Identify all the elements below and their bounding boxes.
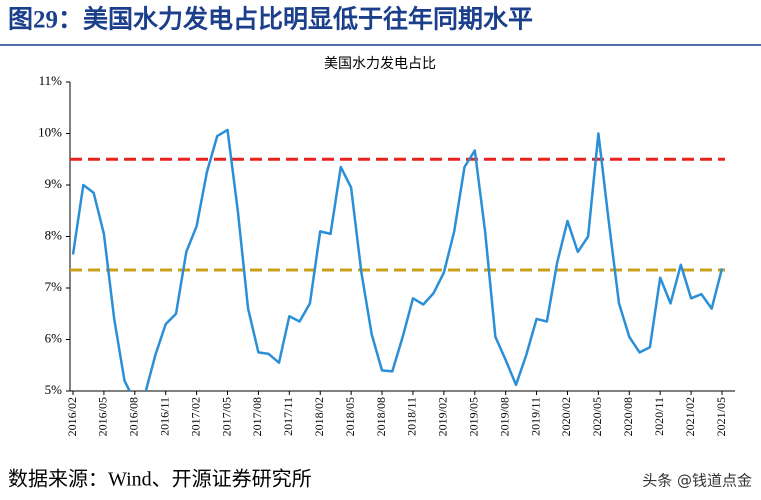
x-tick-label: 2016/02	[65, 397, 79, 436]
plot-area	[70, 128, 725, 391]
x-tick-label: 2018/02	[312, 397, 326, 436]
y-tick-label: 8%	[45, 227, 63, 242]
x-tick-label: 2016/11	[157, 397, 171, 436]
x-tick-label: 2020/08	[621, 397, 635, 436]
x-tick-label: 2017/05	[219, 397, 233, 436]
x-tick-label: 2019/11	[528, 397, 542, 436]
x-tick-label: 2019/05	[467, 397, 481, 436]
figure-title: 图29：美国水力发电占比明显低于往年同期水平	[8, 5, 533, 34]
x-tick-label: 2017/02	[188, 397, 202, 436]
y-tick-label: 10%	[38, 124, 62, 139]
x-tick-label: 2018/05	[343, 397, 357, 436]
x-tick-label: 2020/02	[559, 397, 573, 436]
x-tick-label: 2016/05	[96, 397, 110, 436]
y-tick-label: 11%	[39, 73, 63, 88]
data-line	[71, 128, 724, 391]
source-note: 数据来源：Wind、开源证券研究所	[8, 468, 312, 491]
x-tick-label: 2016/08	[127, 397, 141, 436]
x-tick-label: 2019/02	[436, 397, 450, 436]
x-tick-label: 2021/02	[683, 397, 697, 436]
x-tick-label: 2019/08	[497, 397, 511, 436]
chart-title: 美国水力发电占比	[324, 56, 436, 72]
x-tick-label: 2018/08	[374, 397, 388, 436]
y-tick-label: 6%	[45, 330, 63, 345]
x-tick-label: 2021/05	[714, 397, 728, 436]
x-tick-label: 2020/05	[590, 397, 604, 436]
x-tick-label: 2017/08	[250, 397, 264, 436]
y-tick-label: 7%	[45, 279, 63, 294]
watermark: 头条 @钱道点金	[642, 472, 752, 490]
x-tick-label: 2020/11	[652, 397, 666, 436]
y-tick-label: 9%	[45, 176, 63, 191]
x-tick-label: 2018/11	[405, 397, 419, 436]
x-tick-label: 2017/11	[281, 397, 295, 436]
y-tick-label: 5%	[45, 382, 63, 397]
